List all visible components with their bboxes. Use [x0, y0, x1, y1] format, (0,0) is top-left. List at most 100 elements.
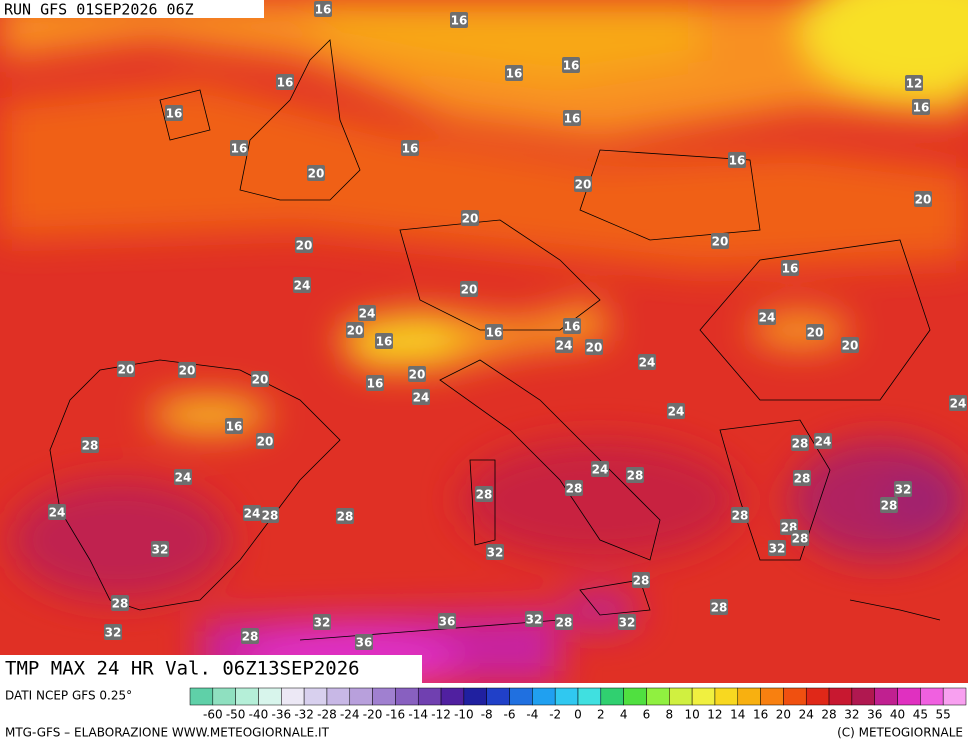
contour-label-box	[314, 1, 332, 17]
colorbar-label: -8	[481, 708, 493, 722]
colorbar-swatch	[714, 687, 739, 706]
colorbar-swatch	[760, 687, 784, 706]
contour-label-box	[618, 614, 636, 630]
contour-label-box	[251, 371, 269, 387]
contour-label-box	[791, 435, 809, 451]
contour-label: 28	[262, 509, 279, 523]
contour-label-box	[241, 628, 259, 644]
contour-label-box	[295, 237, 313, 253]
contour-label: 28	[881, 499, 898, 513]
contour-label: 28	[711, 601, 728, 615]
contour-label-box	[401, 140, 419, 156]
colorbar-label: -6	[504, 708, 516, 722]
contour-label-box	[555, 337, 573, 353]
colorbar-swatch	[737, 687, 761, 706]
contour-label: 16	[564, 112, 581, 126]
contour-label: 16	[913, 101, 930, 115]
contour-label-box	[758, 309, 776, 325]
contour-label-box	[104, 624, 122, 640]
colorbar-swatch	[349, 687, 373, 706]
colorbar-swatch	[874, 687, 898, 706]
contour-label: 20	[712, 235, 729, 249]
source-label: DATI NCEP GFS 0.25°	[5, 689, 132, 703]
contour-label-box	[626, 467, 644, 483]
contour-label: 24	[294, 279, 311, 293]
contour-label-box	[505, 65, 523, 81]
colorbar-label: 45	[913, 708, 928, 722]
contour-label: 32	[769, 542, 786, 556]
colorbar-label: 55	[936, 708, 951, 722]
colorbar-label: 14	[730, 708, 745, 722]
colorbar-swatch	[577, 687, 602, 706]
colorbar-label: -50	[226, 708, 246, 722]
contour-label-box	[638, 354, 656, 370]
colorbar-label: -20	[363, 708, 383, 722]
map-title: TMP MAX 24 HR Val. 06Z13SEP2026	[5, 658, 360, 680]
contour-label: 20	[575, 178, 592, 192]
colorbar-swatch	[600, 687, 624, 706]
contour-label: 16	[367, 377, 384, 391]
colorbar-label: -4	[526, 708, 538, 722]
colorbar-label: 40	[890, 708, 905, 722]
contour-label-box	[293, 277, 311, 293]
contour-label: 20	[409, 368, 426, 382]
contour-label-box	[912, 99, 930, 115]
colorbar-label: 0	[574, 708, 582, 722]
contour-label-box	[412, 389, 430, 405]
colorbar-label: 12	[707, 708, 722, 722]
contour-label-box	[585, 339, 603, 355]
colorbar-swatch	[623, 687, 647, 706]
contour-label-box	[806, 324, 824, 340]
contour-label: 28	[556, 616, 573, 630]
contour-label: 16	[564, 320, 581, 334]
contour-label-box	[307, 165, 325, 181]
contour-label: 24	[759, 311, 776, 325]
contour-label-box	[346, 322, 364, 338]
contour-label: 36	[439, 615, 456, 629]
contour-label-box	[768, 540, 786, 556]
contour-label: 28	[242, 630, 259, 644]
contour-label-box	[276, 74, 294, 90]
contour-label-box	[814, 433, 832, 449]
contour-label-box	[486, 544, 504, 560]
colorbar-label: -14	[408, 708, 428, 722]
contour-label-box	[711, 233, 729, 249]
run-label: RUN GFS 01SEP2026 06Z	[4, 1, 194, 19]
contour-label: 24	[244, 507, 261, 521]
colorbar-swatch	[532, 687, 556, 706]
contour-label-box	[111, 595, 129, 611]
contour-label: 24	[592, 463, 609, 477]
colorbar-swatch	[851, 687, 875, 706]
colorbar-swatch	[920, 687, 944, 706]
contour-label: 28	[792, 437, 809, 451]
contour-label-box	[450, 12, 468, 28]
contour-label: 24	[950, 397, 967, 411]
colorbar-swatch	[554, 687, 579, 706]
colorbar-swatch	[395, 687, 419, 706]
contour-label: 28	[566, 482, 583, 496]
contour-label: 16	[376, 335, 393, 349]
colorbar-swatch	[235, 687, 259, 706]
colorbar-swatch	[897, 687, 921, 706]
contour-label-box	[841, 337, 859, 353]
colorbar-swatch	[509, 687, 533, 706]
contour-label-box	[117, 361, 135, 377]
colorbar-label: -16	[386, 708, 406, 722]
contour-label: 32	[619, 616, 636, 630]
contour-label-box	[225, 418, 243, 434]
colorbar-label: -28	[317, 708, 337, 722]
contour-label: 24	[359, 307, 376, 321]
colorbar-label: -40	[249, 708, 269, 722]
contour-label: 28	[337, 510, 354, 524]
contour-label-box	[178, 362, 196, 378]
contour-label: 16	[315, 3, 332, 17]
colorbar-label: 24	[799, 708, 814, 722]
contour-label: 24	[49, 506, 66, 520]
colorbar-swatch	[463, 687, 487, 706]
contour-label-box	[81, 437, 99, 453]
colorbar-label: -12	[431, 708, 451, 722]
colorbar-swatch	[942, 687, 967, 706]
contour-label-box	[562, 57, 580, 73]
contour-label: 32	[487, 546, 504, 560]
